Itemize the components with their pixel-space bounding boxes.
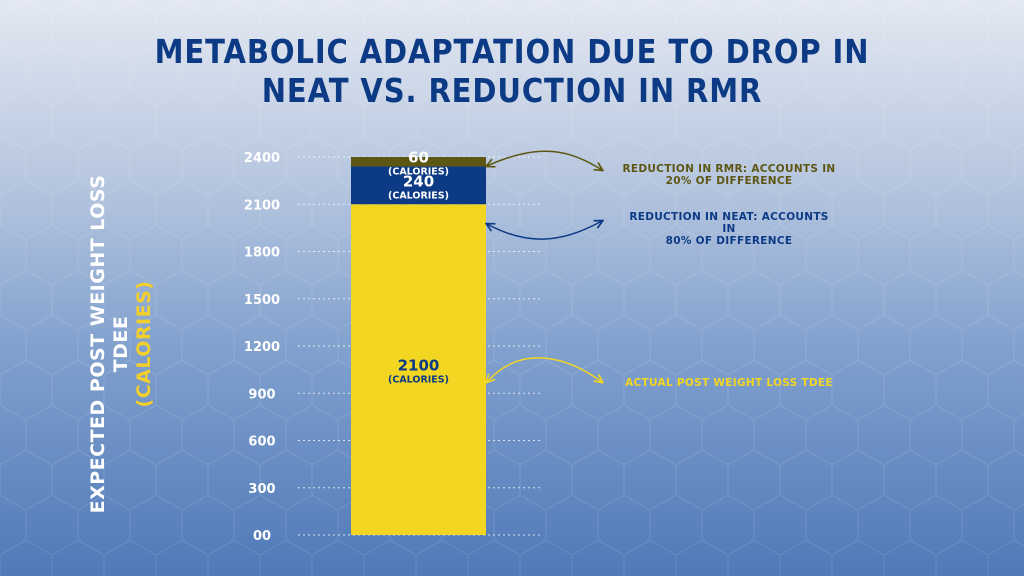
actual-arrow <box>487 357 602 382</box>
annotation-rmr-line-2: 20% OF DIFFERENCE <box>665 175 793 187</box>
annotation-neat-line-1: REDUCTION IN NEAT: ACCOUNTS IN <box>629 211 829 235</box>
neat-arrow <box>487 221 602 240</box>
bar-stack: 2100(CALORIES)240(CALORIES)60(CALORIES) <box>351 149 486 535</box>
unit-label-rmr-reduction: (CALORIES) <box>388 167 449 178</box>
y-tick-label: 2100 <box>244 198 280 213</box>
annotation-arrows <box>487 150 602 382</box>
unit-label-neat-reduction: (CALORIES) <box>388 190 449 201</box>
data-label-neat-reduction: 240 <box>403 172 434 190</box>
data-label-rmr-reduction: 60 <box>408 149 429 167</box>
chart-title-line-1: METABOLIC ADAPTATION DUE TO DROP IN <box>154 32 870 71</box>
chart-title-line-2: NEAT VS. REDUCTION IN RMR <box>261 71 763 110</box>
y-tick-label: 00 <box>253 529 271 544</box>
y-tick-label: 1200 <box>244 340 280 355</box>
annotation-actual: ACTUAL POST WEIGHT LOSS TDEE <box>622 377 836 389</box>
y-tick-label: 300 <box>248 482 275 497</box>
y-tick-label: 600 <box>248 435 275 450</box>
annotation-neat-line-2: 80% OF DIFFERENCE <box>665 235 793 247</box>
annotation-neat: REDUCTION IN NEAT: ACCOUNTS IN 80% OF DI… <box>622 211 836 247</box>
bar-segment-rmr-reduction <box>351 157 486 167</box>
y-tick-label: 900 <box>248 387 275 402</box>
y-tick-label: 1500 <box>244 293 280 308</box>
bar-segment-actual-tdee <box>351 204 486 535</box>
unit-label-actual-tdee: (CALORIES) <box>388 375 449 386</box>
y-tick-label: 1800 <box>244 246 280 261</box>
chart-title: METABOLIC ADAPTATION DUE TO DROP IN NEAT… <box>61 32 962 110</box>
y-tick-label: 2400 <box>244 151 280 166</box>
annotation-rmr: REDUCTION IN RMR: ACCOUNTS IN 20% OF DIF… <box>622 163 836 187</box>
data-label-actual-tdee: 2100 <box>398 357 440 375</box>
y-axis-ticks: 00 300 600 900 1200 1500 1800 2100 2400 <box>244 151 280 544</box>
annotation-actual-line-1: ACTUAL POST WEIGHT LOSS TDEE <box>625 377 833 389</box>
bar-segment-neat-reduction <box>351 166 486 205</box>
annotation-rmr-line-1: REDUCTION IN RMR: ACCOUNTS IN <box>622 163 836 175</box>
rmr-arrow <box>487 150 602 170</box>
